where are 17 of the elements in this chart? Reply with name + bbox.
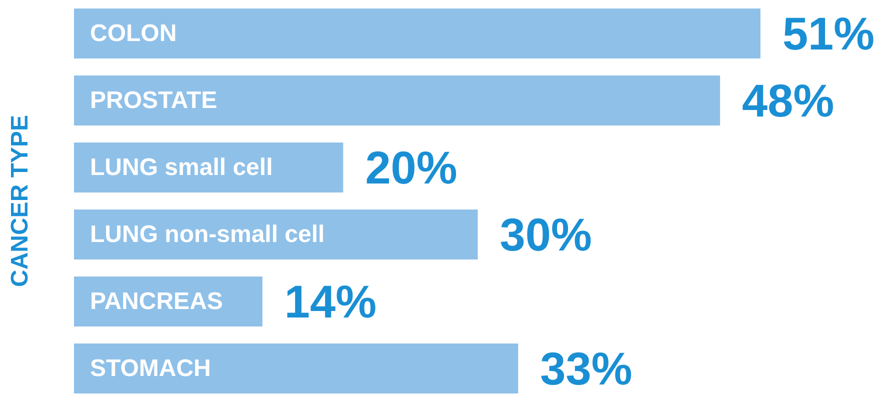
data-label: 33% [540, 342, 632, 394]
y-tick-label: PROSTATE [90, 87, 218, 114]
data-label: 51% [782, 8, 875, 60]
bar [74, 76, 720, 126]
bar [74, 210, 478, 260]
y-tick-label: STOMACH [90, 355, 211, 382]
y-axis-title: CANCER TYPE [6, 114, 34, 288]
data-label: 14% [284, 276, 377, 328]
data-label: 30% [500, 208, 592, 260]
y-tick-label: LUNG non-small cell [90, 221, 325, 248]
y-tick-label: PANCREAS [90, 288, 223, 315]
bar [74, 344, 518, 394]
y-tick-label: COLON [90, 20, 177, 47]
y-tick-label: LUNG small cell [90, 154, 273, 181]
bar [74, 8, 760, 58]
data-label: 48% [742, 74, 834, 126]
data-label: 20% [365, 142, 458, 194]
